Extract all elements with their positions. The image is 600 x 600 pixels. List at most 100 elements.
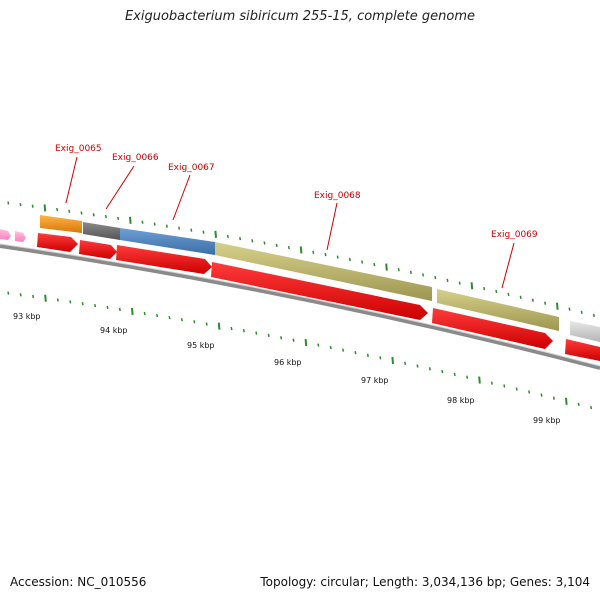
minor-tick (56, 207, 59, 212)
minor-tick (336, 255, 339, 259)
feature-pink[interactable] (15, 231, 26, 242)
feature-pink[interactable] (0, 229, 11, 240)
kbp-label-94: 94 kbp (100, 326, 128, 335)
minor-tick (373, 262, 376, 267)
map-title: Exiguobacterium sibiricum 255-15, comple… (124, 9, 476, 24)
minor-tick (156, 313, 159, 318)
cds-arrow[interactable] (211, 262, 428, 320)
minor-tick (275, 243, 278, 247)
kbp-labels: 93 kbp 94 kbp 95 kbp 96 kbp 97 kbp 98 kb… (13, 312, 561, 425)
major-tick (391, 357, 394, 365)
minor-tick (153, 222, 156, 226)
minor-tick (466, 375, 469, 379)
minor-tick (552, 396, 555, 400)
outer-tick-track (7, 201, 595, 318)
minor-tick (503, 384, 506, 388)
major-tick (131, 307, 134, 315)
major-tick (565, 397, 568, 405)
minor-tick (404, 361, 407, 365)
minor-tick (397, 268, 400, 272)
minor-tick (69, 300, 72, 304)
gene-label-exig-0066[interactable]: Exig_0066 (112, 153, 159, 163)
gene-label-exig-0067[interactable]: Exig_0067 (168, 163, 215, 173)
minor-tick (515, 387, 518, 391)
minor-tick (292, 338, 295, 342)
minor-tick (32, 294, 35, 299)
feature-exig-0065[interactable] (40, 215, 82, 233)
major-tick (129, 216, 132, 224)
feature-track (0, 215, 600, 342)
minor-tick (592, 313, 595, 318)
minor-tick (94, 303, 97, 308)
minor-tick (453, 372, 456, 377)
minor-tick (118, 307, 121, 312)
kbp-label-93: 93 kbp (13, 312, 41, 321)
minor-tick (441, 369, 444, 374)
feature-exig-0067[interactable] (120, 228, 215, 255)
minor-tick (379, 356, 382, 360)
gene-label-exig-0069[interactable]: Exig_0069 (491, 230, 538, 240)
minor-tick (495, 289, 498, 294)
minor-tick (242, 329, 245, 333)
minor-tick (205, 322, 208, 326)
topology-summary: Topology: circular; Length: 3,034,136 bp… (260, 575, 590, 589)
minor-tick (342, 348, 345, 352)
cds-track (37, 233, 600, 361)
minor-tick (267, 333, 270, 338)
minor-tick (287, 245, 290, 250)
minor-tick (143, 311, 146, 316)
major-tick (478, 376, 481, 384)
minor-tick (255, 331, 258, 335)
major-tick (385, 263, 388, 271)
minor-tick (263, 241, 266, 245)
cds-arrow[interactable] (116, 245, 212, 274)
minor-tick (141, 220, 144, 224)
minor-tick (324, 252, 327, 257)
minor-tick (117, 216, 120, 221)
feature-exig-0068[interactable] (215, 242, 432, 301)
cds-arrow[interactable] (565, 339, 600, 361)
minor-tick (507, 292, 510, 297)
minor-tick (165, 224, 168, 228)
major-tick (299, 246, 303, 254)
minor-tick (434, 275, 437, 280)
minor-tick (490, 381, 493, 385)
minor-tick (317, 343, 320, 347)
minor-tick (19, 293, 22, 297)
cds-arrow[interactable] (432, 308, 553, 349)
minor-tick (590, 405, 593, 410)
cds-arrow[interactable] (37, 233, 78, 252)
minor-tick (180, 318, 183, 322)
feature-next[interactable] (570, 321, 600, 342)
minor-tick (361, 260, 364, 264)
feature-exig-0066[interactable] (83, 222, 120, 240)
minor-tick (178, 226, 181, 230)
gene-label-exig-0065[interactable]: Exig_0065 (55, 144, 102, 154)
leader-line (326, 202, 338, 251)
kbp-label-99: 99 kbp (533, 416, 561, 425)
minor-tick (348, 257, 351, 262)
minor-tick (168, 315, 171, 320)
minor-tick (580, 310, 583, 314)
kbp-label-96: 96 kbp (274, 358, 302, 367)
major-tick (470, 282, 474, 290)
feature-exig-0069[interactable] (437, 289, 559, 331)
minor-tick (568, 307, 571, 311)
minor-tick (366, 353, 369, 357)
minor-tick (428, 367, 431, 371)
kbp-label-98: 98 kbp (447, 396, 475, 405)
minor-tick (531, 298, 534, 302)
minor-tick (104, 214, 107, 219)
minor-tick (422, 273, 425, 277)
minor-tick (193, 320, 196, 324)
minor-tick (528, 390, 531, 394)
major-tick (217, 322, 221, 330)
minor-tick (416, 364, 419, 368)
cds-arrow[interactable] (79, 240, 117, 259)
gene-labels: Exig_0065 Exig_0066 Exig_0067 Exig_0068 … (55, 144, 538, 289)
minor-tick (19, 202, 22, 207)
gene-label-exig-0068[interactable]: Exig_0068 (314, 191, 361, 201)
minor-tick (577, 402, 580, 407)
